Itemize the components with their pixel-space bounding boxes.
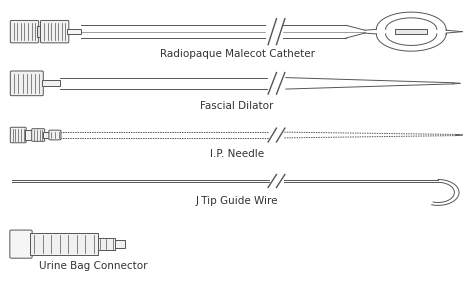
FancyBboxPatch shape bbox=[49, 130, 61, 140]
FancyBboxPatch shape bbox=[10, 71, 43, 96]
Bar bbox=[42, 81, 61, 86]
FancyBboxPatch shape bbox=[10, 230, 32, 258]
Text: Radiopaque Malecot Catheter: Radiopaque Malecot Catheter bbox=[159, 49, 315, 59]
Text: Urine Bag Connector: Urine Bag Connector bbox=[39, 261, 147, 271]
Bar bbox=[115, 240, 125, 248]
FancyBboxPatch shape bbox=[10, 21, 39, 43]
Text: J Tip Guide Wire: J Tip Guide Wire bbox=[196, 196, 278, 206]
Bar bbox=[30, 233, 98, 255]
FancyBboxPatch shape bbox=[10, 127, 26, 143]
Bar bbox=[25, 130, 33, 139]
Bar bbox=[37, 26, 42, 37]
Bar bbox=[67, 29, 82, 34]
Bar bbox=[98, 238, 115, 251]
FancyBboxPatch shape bbox=[32, 129, 45, 141]
Bar bbox=[395, 29, 428, 34]
Text: I.P. Needle: I.P. Needle bbox=[210, 149, 264, 159]
FancyBboxPatch shape bbox=[40, 21, 69, 43]
Bar bbox=[43, 132, 50, 138]
Text: Fascial Dilator: Fascial Dilator bbox=[201, 100, 273, 110]
